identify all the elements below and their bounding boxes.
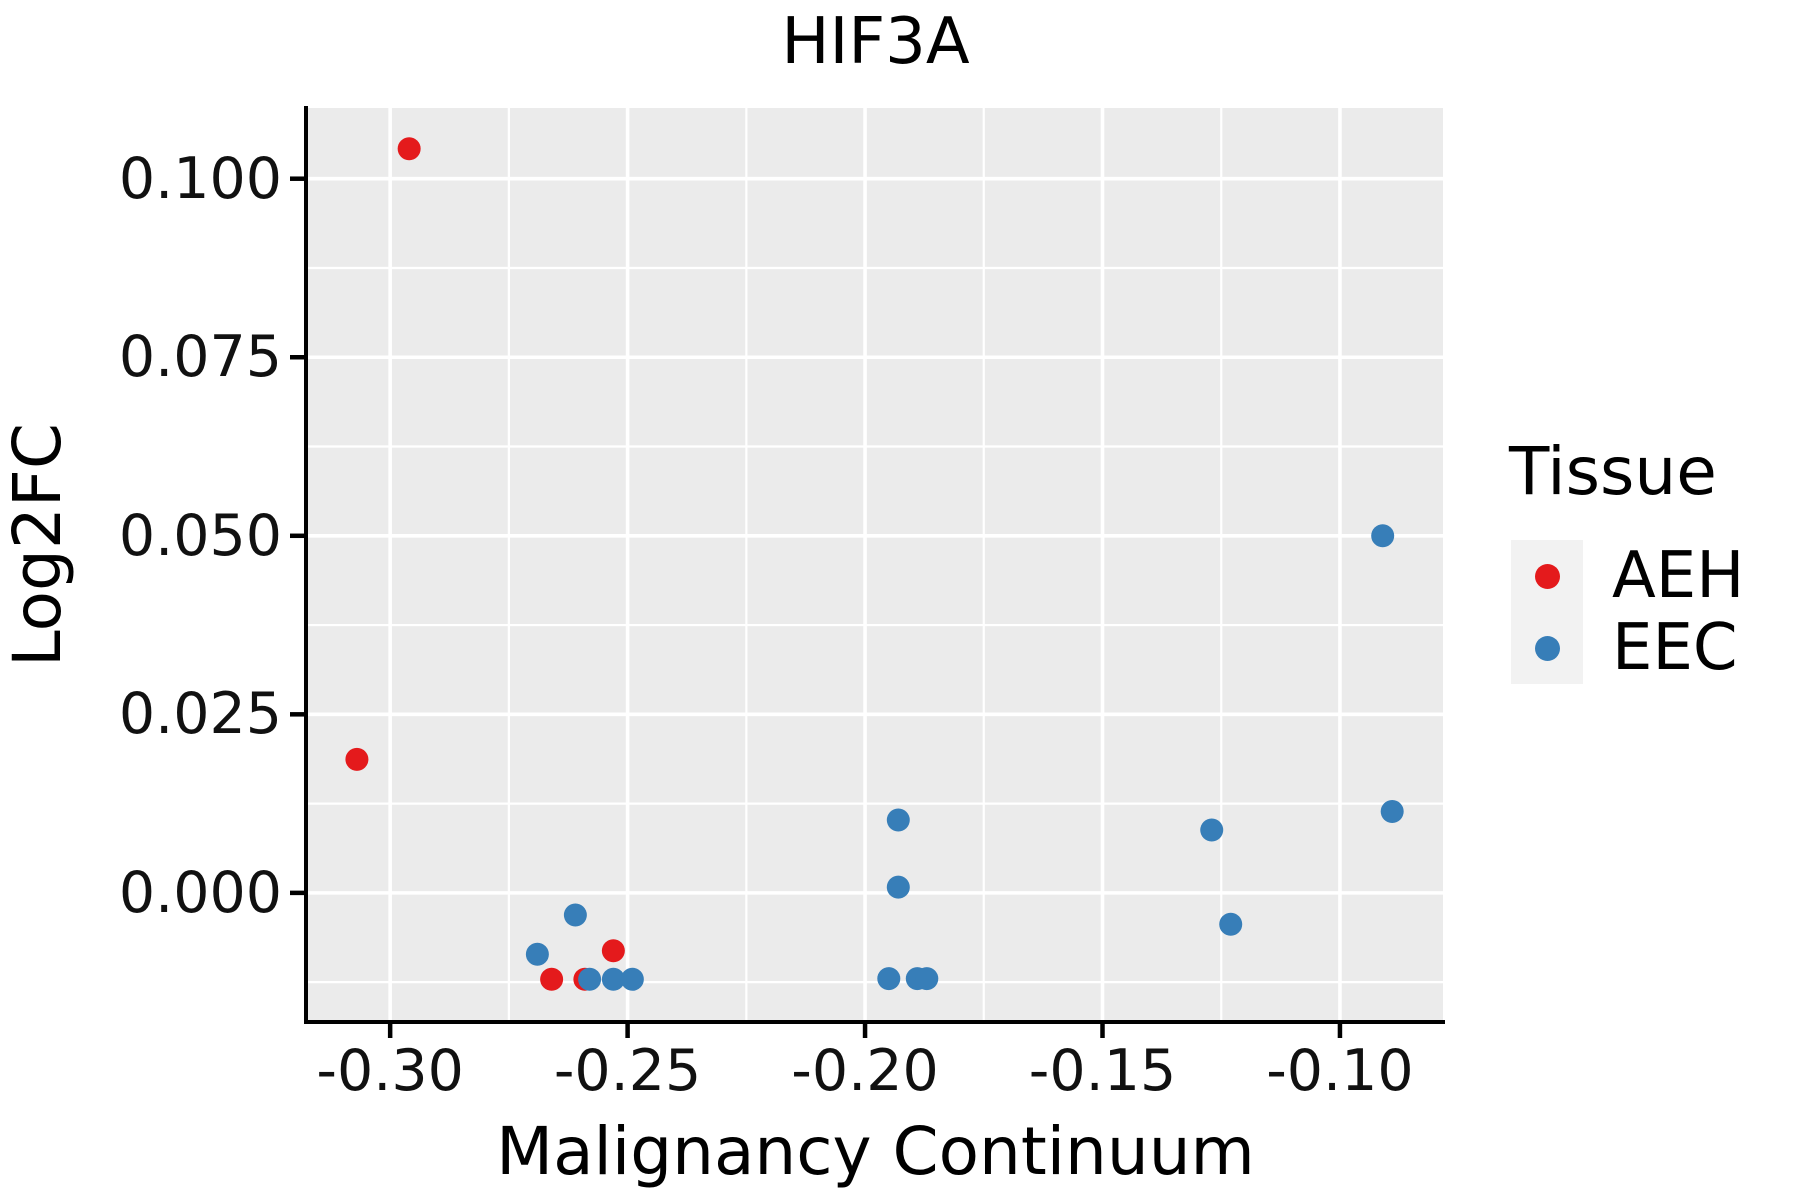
data-point-eec	[886, 875, 910, 899]
data-point-eec	[620, 967, 644, 991]
x-axis-title: Malignancy Continuum	[496, 1113, 1255, 1190]
legend-key-aeh	[1511, 540, 1583, 612]
legend-label-aeh: AEH	[1612, 539, 1745, 613]
data-point-eec	[877, 967, 901, 991]
x-tick-label: -0.20	[791, 1038, 939, 1104]
data-point-aeh	[397, 137, 421, 161]
x-tick-label: -0.25	[553, 1038, 702, 1104]
data-point-aeh	[540, 967, 564, 991]
data-point-eec	[915, 967, 939, 991]
data-point-eec	[886, 808, 910, 832]
data-point-eec	[578, 967, 602, 991]
x-tick-label: -0.15	[1028, 1038, 1177, 1104]
y-tick-label: 0.000	[118, 859, 282, 926]
legend-key-eec	[1511, 612, 1583, 684]
data-point-aeh	[345, 747, 369, 771]
y-tick-label: 0.075	[118, 324, 282, 391]
data-point-eec	[1371, 524, 1395, 548]
data-point-eec	[1219, 912, 1243, 936]
plot-title: HIF3A	[781, 5, 970, 79]
data-point-aeh	[601, 939, 625, 963]
legend-label-eec: EEC	[1612, 611, 1738, 685]
y-tick-label: 0.050	[118, 502, 282, 569]
y-tick-label: 0.025	[118, 681, 282, 748]
x-tick-label: -0.30	[316, 1038, 464, 1104]
data-point-eec	[1380, 799, 1404, 823]
legend-title: Tissue	[1509, 433, 1717, 510]
data-point-eec	[601, 967, 625, 991]
x-tick-label: -0.10	[1266, 1038, 1414, 1104]
data-point-eec	[563, 903, 587, 927]
eec-marker-icon	[1534, 635, 1560, 661]
y-axis-title: Log2FC	[0, 423, 76, 667]
data-point-eec	[1200, 818, 1224, 842]
y-tick-label: 0.100	[118, 145, 282, 212]
aeh-marker-icon	[1534, 563, 1560, 589]
plot-panel	[308, 108, 1443, 1020]
data-point-eec	[525, 942, 549, 966]
